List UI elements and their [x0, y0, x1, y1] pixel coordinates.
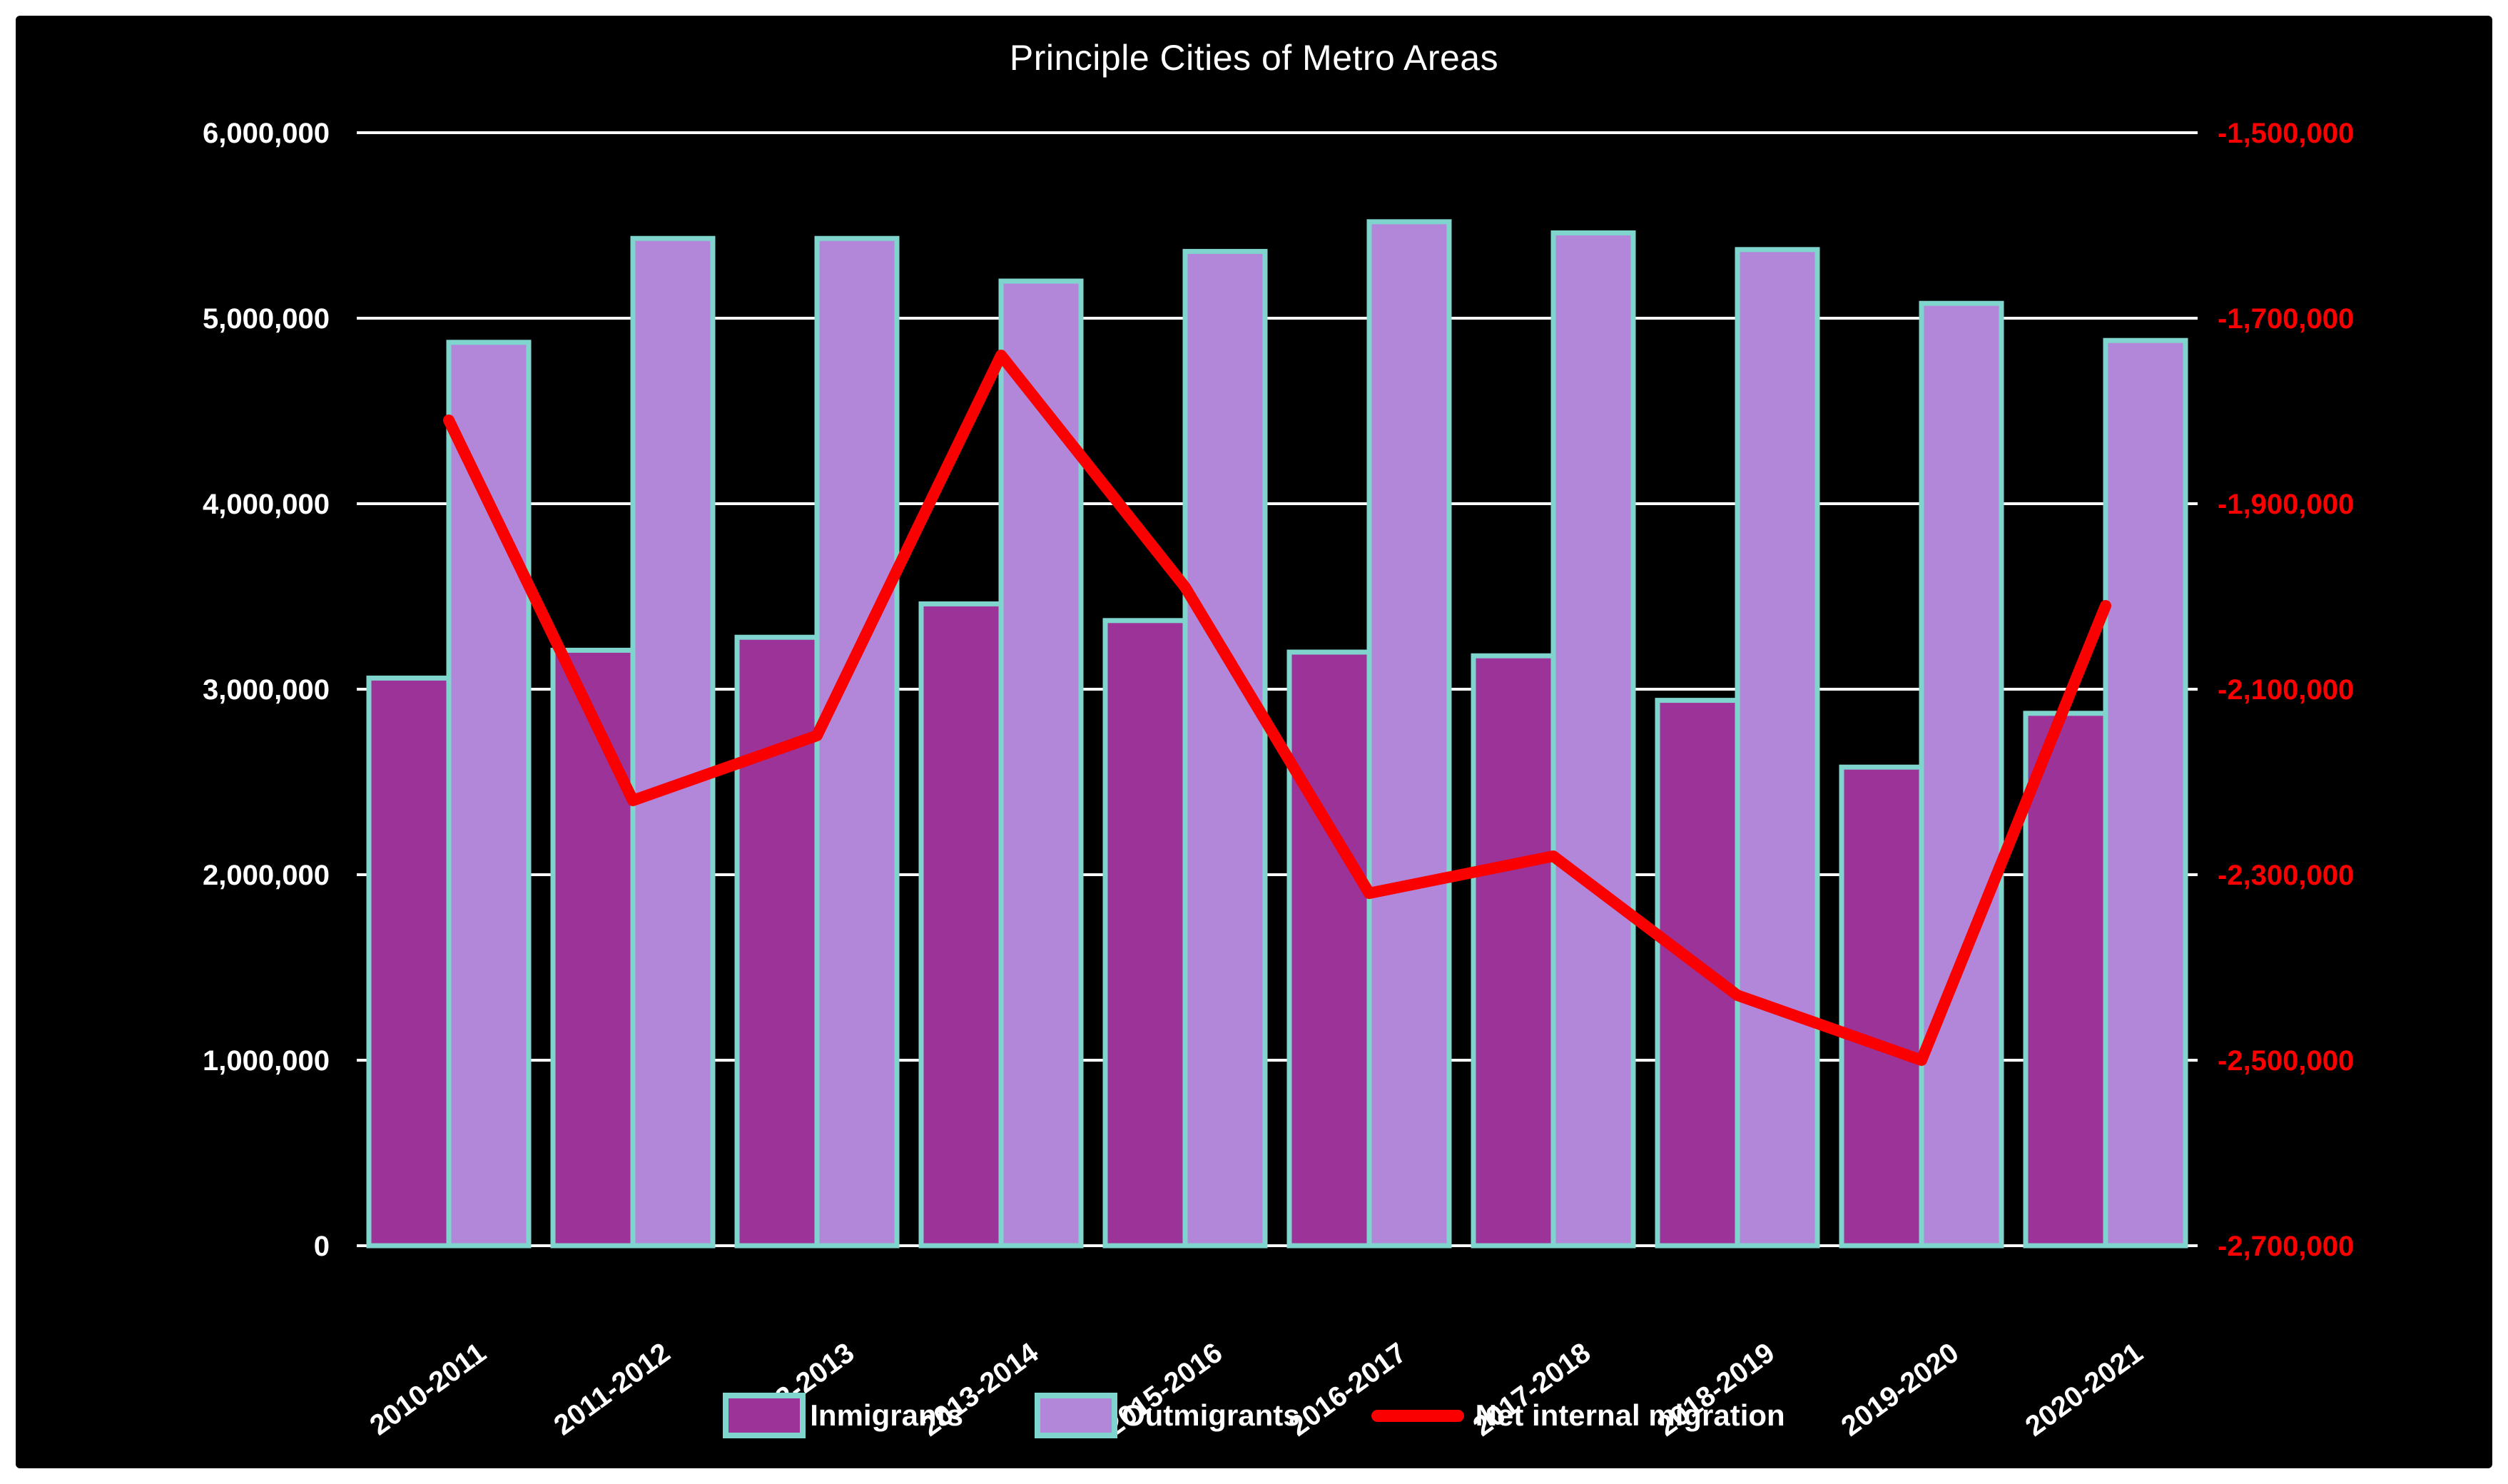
right-axis-tick-label: -2,700,000 [2218, 1231, 2354, 1262]
net-migration-line [443, 350, 2111, 1066]
legend-label-outmigrants: Outmigrants [1121, 1398, 1300, 1432]
outmigrants-bar-2010-2011 [446, 340, 532, 1249]
right-axis-tick-label: -1,500,000 [2218, 118, 2354, 149]
inmigrants-bar-2016-2017 [1286, 649, 1372, 1249]
outmigrants-swatch-icon [1034, 1393, 1117, 1438]
legend: Inmigrants Outmigrants Net internal migr… [0, 1393, 2508, 1438]
legend-item-net-migration: Net internal migration [1371, 1398, 1785, 1433]
left-axis-tick-label: 0 [314, 1231, 330, 1262]
left-axis-tick-label: 4,000,000 [203, 489, 330, 520]
right-axis-tick-label: -1,900,000 [2218, 489, 2354, 520]
chart-title: Principle Cities of Metro Areas [1009, 38, 1499, 78]
outmigrants-bar-2018-2019 [1735, 247, 1820, 1249]
right-axis-tick-label: -1,700,000 [2218, 303, 2354, 335]
left-axis-tick-label: 1,000,000 [203, 1045, 330, 1077]
inmigrants-bar-2019-2020 [1839, 764, 1924, 1249]
right-axis-tick-label: -2,500,000 [2218, 1045, 2354, 1077]
inmigrants-bar-2020-2021 [2023, 711, 2108, 1249]
net-migration-line-icon [1371, 1409, 1464, 1422]
left-axis-tick-label: 5,000,000 [203, 303, 330, 335]
inmigrants-swatch-icon [723, 1393, 806, 1438]
outmigrants-bar-2012-2013 [814, 235, 900, 1249]
left-axis-tick-label: 6,000,000 [203, 118, 330, 149]
legend-item-outmigrants: Outmigrants [1034, 1393, 1300, 1438]
right-axis-tick-label: -2,300,000 [2218, 860, 2354, 891]
outmigrants-bar-2011-2012 [630, 235, 716, 1249]
inmigrants-bar-2017-2018 [1471, 653, 1556, 1249]
outmigrants-bar-2016-2017 [1366, 219, 1452, 1249]
inmigrants-bar-2013-2014 [918, 601, 1004, 1249]
right-axis-tick-label: -2,100,000 [2218, 674, 2354, 706]
legend-label-inmigrants: Inmigrants [810, 1398, 963, 1432]
outmigrants-bar-2015-2016 [1182, 248, 1268, 1249]
legend-label-net-migration: Net internal migration [1475, 1398, 1785, 1432]
inmigrants-bar-2010-2011 [366, 675, 452, 1249]
legend-item-inmigrants: Inmigrants [723, 1393, 963, 1438]
inmigrants-bar-2012-2013 [734, 634, 820, 1249]
inmigrants-bar-2018-2019 [1655, 698, 1740, 1249]
inmigrants-bar-2015-2016 [1102, 618, 1188, 1249]
left-axis-tick-label: 2,000,000 [203, 860, 330, 891]
outmigrants-bar-2019-2020 [1919, 300, 2004, 1249]
outmigrants-bar-2017-2018 [1550, 230, 1636, 1249]
inmigrants-bar-2011-2012 [550, 647, 636, 1249]
outmigrants-bar-2013-2014 [998, 278, 1084, 1249]
left-axis-tick-label: 3,000,000 [203, 674, 330, 706]
outmigrants-bar-2020-2021 [2103, 337, 2188, 1249]
